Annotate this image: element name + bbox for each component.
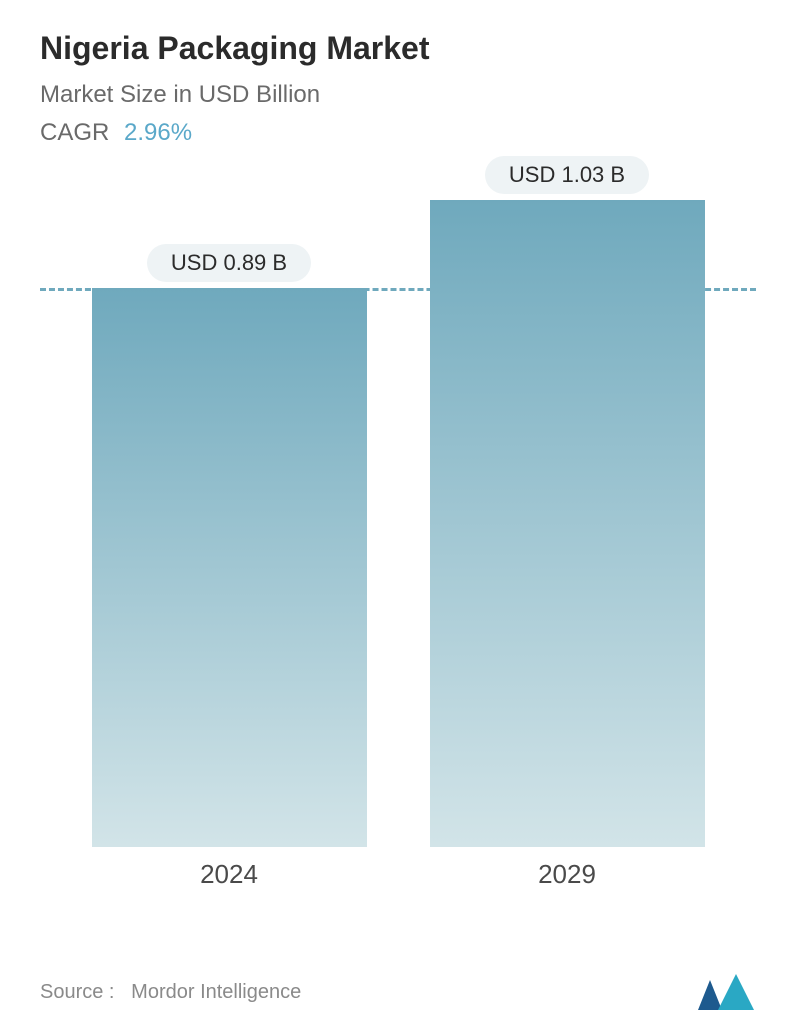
cagr-label: CAGR <box>40 119 109 146</box>
source-label: Source : <box>40 981 114 1003</box>
bar-0 <box>92 288 367 847</box>
bar-group-1: USD 1.03 B <box>417 187 717 847</box>
bar-1 <box>430 200 705 847</box>
subtitle: Market Size in USD Billion <box>40 81 756 109</box>
bar-group-0: USD 0.89 B <box>79 187 379 847</box>
page-title: Nigeria Packaging Market <box>40 30 756 67</box>
xlabel-1: 2029 <box>417 859 717 890</box>
xlabels: 2024 2029 <box>40 847 756 890</box>
value-pill-1: USD 1.03 B <box>485 156 649 194</box>
source-name: Mordor Intelligence <box>131 981 301 1003</box>
chart-area: USD 0.89 B USD 1.03 B 2024 2029 <box>40 187 756 907</box>
mordor-logo-icon <box>696 972 756 1012</box>
cagr-value: 2.96% <box>124 119 192 146</box>
cagr-row: CAGR 2.96% <box>40 119 756 147</box>
footer: Source : Mordor Intelligence <box>40 972 756 1012</box>
xlabel-0: 2024 <box>79 859 379 890</box>
chart-container: Nigeria Packaging Market Market Size in … <box>0 0 796 1034</box>
source-text: Source : Mordor Intelligence <box>40 981 301 1004</box>
value-pill-0: USD 0.89 B <box>147 244 311 282</box>
bars-wrap: USD 0.89 B USD 1.03 B <box>40 187 756 847</box>
